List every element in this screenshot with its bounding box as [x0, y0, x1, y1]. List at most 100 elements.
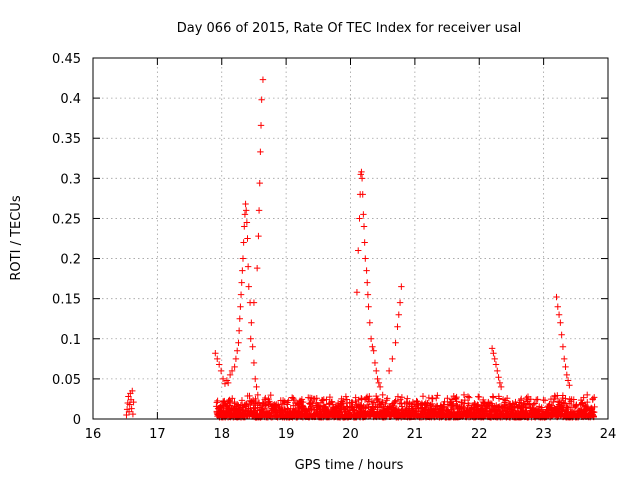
data-point: [129, 410, 137, 418]
data-point: [248, 319, 255, 326]
data-point: [362, 404, 369, 411]
data-point: [366, 319, 374, 326]
data-point: [214, 397, 221, 405]
data-point: [562, 395, 569, 402]
data-point: [340, 397, 347, 405]
y-tick-label: 0.25: [52, 212, 81, 227]
data-point: [396, 299, 404, 306]
y-tick-label: 0.15: [52, 293, 81, 308]
data-point: [238, 397, 246, 404]
data-point: [243, 219, 251, 226]
x-tick-label: 23: [535, 427, 552, 442]
data-point: [385, 367, 393, 375]
data-point: [512, 398, 519, 406]
chart-title: Day 066 of 2015, Rate Of TEC Index for r…: [177, 21, 522, 36]
data-point: [234, 347, 241, 355]
data-point: [224, 379, 232, 387]
data-point: [398, 283, 405, 290]
data-point: [466, 394, 473, 401]
data-point: [250, 359, 258, 367]
data-point: [125, 393, 132, 400]
data-point: [307, 404, 314, 412]
data-point: [382, 400, 389, 408]
data-point: [434, 392, 441, 399]
data-point: [250, 299, 258, 306]
data-point: [418, 400, 426, 407]
data-point: [126, 401, 133, 408]
data-point: [129, 387, 136, 395]
data-point: [376, 383, 384, 391]
data-point: [358, 175, 366, 182]
y-tick-label: 0.45: [52, 52, 81, 67]
data-point: [365, 403, 372, 411]
y-tick-label: 0.3: [60, 172, 81, 187]
data-point: [235, 327, 243, 334]
y-tick-label: 0.35: [52, 132, 81, 147]
data-point: [584, 391, 591, 399]
data-point: [360, 223, 368, 230]
data-point: [390, 402, 398, 410]
data-point: [257, 148, 264, 156]
data-point: [353, 289, 361, 296]
data-point: [313, 394, 320, 402]
data-point: [374, 395, 382, 403]
data-point: [554, 392, 561, 399]
data-point: [364, 279, 371, 286]
data-point: [490, 394, 497, 401]
data-point: [474, 401, 481, 408]
data-point: [232, 355, 240, 363]
data-point: [419, 393, 427, 400]
data-point: [285, 397, 292, 404]
data-point: [559, 343, 567, 350]
data-point: [243, 400, 251, 407]
data-point: [553, 293, 560, 301]
data-point: [453, 398, 460, 405]
data-point: [358, 395, 365, 403]
data-point: [234, 401, 241, 408]
data-point: [229, 395, 236, 402]
data-point: [362, 255, 369, 262]
data-point: [570, 396, 577, 403]
data-point: [240, 239, 247, 246]
data-point: [444, 395, 451, 402]
data-point: [365, 303, 372, 310]
data-point: [379, 391, 386, 399]
data-point: [360, 211, 367, 218]
data-point: [459, 403, 467, 411]
data-point: [235, 339, 242, 346]
data-point: [389, 355, 396, 363]
data-point: [491, 355, 498, 363]
data-point: [371, 359, 379, 367]
data-point: [492, 361, 500, 368]
data-point: [236, 315, 243, 322]
data-point: [242, 200, 249, 208]
data-point: [363, 267, 370, 274]
data-point: [448, 396, 456, 403]
data-point: [130, 398, 137, 406]
data-point: [490, 350, 497, 357]
data-point: [355, 247, 362, 254]
data-point: [244, 263, 252, 270]
data-point: [361, 239, 368, 246]
data-point: [480, 396, 487, 404]
y-tick-label: 0.4: [60, 92, 81, 107]
data-point: [394, 323, 401, 330]
data-point: [328, 398, 336, 405]
data-point: [395, 311, 402, 318]
x-tick-label: 22: [471, 427, 488, 442]
data-point: [238, 279, 245, 286]
data-point: [584, 398, 591, 406]
y-tick-label: 0.2: [60, 253, 81, 268]
x-tick-label: 17: [149, 427, 166, 442]
data-point: [217, 367, 225, 375]
data-point: [370, 399, 377, 406]
data-point: [494, 367, 501, 375]
x-axis-label: GPS time / hours: [295, 458, 404, 473]
data-point: [495, 395, 503, 402]
data-point: [373, 367, 380, 375]
data-point: [214, 355, 221, 363]
data-point: [364, 291, 372, 298]
data-point: [245, 283, 252, 290]
x-tick-label: 24: [600, 427, 617, 442]
data-point: [349, 399, 356, 406]
